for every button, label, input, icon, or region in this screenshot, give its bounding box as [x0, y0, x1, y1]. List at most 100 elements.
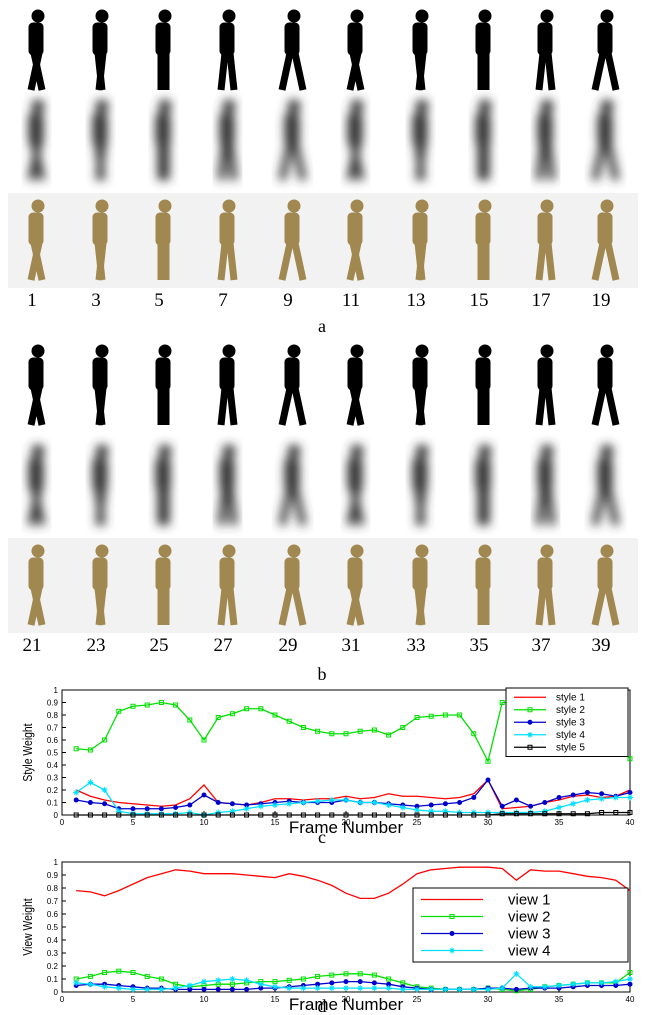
x-axis-label: Frame Number: [289, 818, 404, 837]
x-tick-label: 10: [200, 995, 209, 1004]
x-tick-label: 30: [484, 818, 493, 827]
head: [288, 100, 300, 112]
leg: [295, 143, 303, 180]
arm: [545, 26, 547, 52]
marker: [585, 791, 589, 795]
frame-number: 5: [154, 290, 164, 311]
head: [96, 445, 108, 457]
head: [159, 445, 171, 457]
marker: [371, 800, 377, 806]
head: [541, 545, 553, 557]
marker: [557, 796, 561, 800]
marker: [472, 796, 476, 800]
leg: [99, 488, 103, 525]
frame-number: 35: [470, 635, 489, 656]
frame-number: 31: [342, 635, 361, 656]
frame-number: 21: [23, 635, 42, 656]
frame-number: 13: [407, 290, 426, 311]
marker: [570, 801, 576, 807]
marker: [216, 801, 220, 805]
head: [351, 100, 363, 112]
walker: [220, 445, 235, 525]
head: [32, 445, 44, 457]
frame-number: 29: [279, 635, 298, 656]
head: [32, 200, 44, 212]
legend-label: style 3: [556, 718, 585, 729]
legend-label: style 4: [556, 730, 585, 741]
y-tick-label: 0.5: [47, 749, 59, 758]
legend-label: view 4: [508, 943, 551, 960]
walker: [156, 10, 171, 90]
leg: [608, 388, 616, 425]
marker: [543, 801, 547, 805]
arm: [227, 561, 229, 587]
marker: [429, 803, 433, 807]
leg: [595, 388, 603, 425]
leg: [608, 488, 616, 525]
head: [159, 200, 171, 212]
marker: [372, 981, 376, 985]
x-tick-label: 5: [131, 818, 136, 827]
head: [351, 345, 363, 357]
frame-number: 39: [592, 635, 611, 656]
leg: [230, 143, 234, 180]
head: [601, 545, 613, 557]
x-tick-label: 10: [200, 818, 209, 827]
head: [601, 100, 613, 112]
marker: [103, 802, 107, 806]
leg: [221, 488, 225, 525]
leg: [539, 388, 543, 425]
walker: [29, 445, 44, 525]
marker: [627, 795, 633, 801]
head: [159, 345, 171, 357]
marker: [600, 792, 604, 796]
walker: [348, 445, 363, 525]
head: [479, 100, 491, 112]
head: [351, 10, 363, 22]
y-axis-label: Style Weight: [21, 723, 35, 782]
leg: [230, 588, 234, 625]
leg: [548, 243, 552, 280]
frame-number: 7: [218, 290, 228, 311]
walker: [538, 345, 553, 425]
walker: [413, 10, 428, 90]
marker: [414, 807, 420, 813]
leg: [230, 243, 234, 280]
head: [96, 200, 108, 212]
leg: [595, 53, 603, 90]
head: [159, 100, 171, 112]
series-line: [76, 780, 630, 809]
arm: [418, 26, 420, 52]
y-tick-label: 0.1: [47, 975, 59, 984]
head: [159, 545, 171, 557]
x-tick-label: 35: [555, 995, 564, 1004]
x-tick-label: 40: [626, 995, 635, 1004]
arm: [227, 361, 229, 387]
y-tick-label: 0.4: [47, 936, 59, 945]
arm: [418, 461, 420, 487]
y-tick-label: 0: [54, 811, 59, 820]
leg: [539, 488, 543, 525]
y-tick-label: 1: [54, 686, 59, 695]
marker: [556, 805, 562, 811]
leg: [548, 388, 552, 425]
marker: [344, 980, 348, 984]
walker: [413, 445, 428, 525]
leg: [282, 53, 290, 90]
leg: [221, 388, 225, 425]
leg: [221, 588, 225, 625]
leg: [282, 143, 290, 180]
leg: [595, 143, 603, 180]
walker: [220, 10, 235, 90]
legend-label: style 5: [556, 743, 585, 754]
y-tick-label: 0.1: [47, 799, 59, 808]
walker: [538, 100, 553, 180]
head: [223, 200, 235, 212]
marker: [159, 807, 163, 811]
marker: [371, 985, 377, 991]
marker: [87, 981, 93, 987]
y-tick-label: 0.8: [47, 711, 59, 720]
head: [223, 100, 235, 112]
arm: [418, 216, 420, 242]
walker: [595, 445, 616, 525]
